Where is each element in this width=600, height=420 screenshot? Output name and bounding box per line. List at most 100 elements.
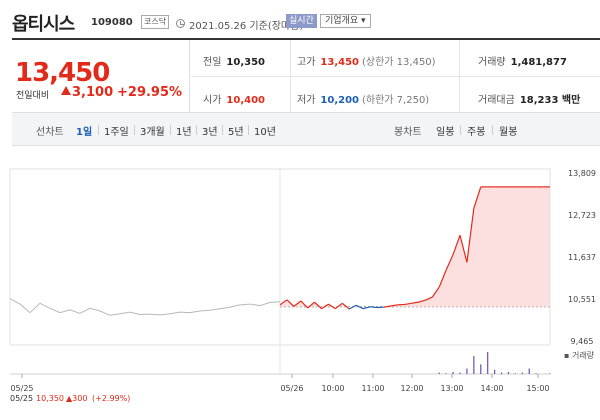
x-tick-label: 15:00 <box>526 384 549 393</box>
legend-change: ▲300 <box>66 394 87 403</box>
volume-bar <box>466 368 468 374</box>
prev-day-line <box>9 298 281 316</box>
period-1w[interactable]: 1주일 <box>104 127 129 138</box>
volume-bar <box>507 371 510 374</box>
today-line-segment <box>286 299 295 307</box>
volume-bar <box>521 372 523 374</box>
period-divider <box>248 125 249 135</box>
clock-icon <box>176 19 185 28</box>
compare-label: 전일대비 <box>16 91 50 101</box>
today-line-segment <box>425 296 433 301</box>
today-line-segment <box>404 302 412 306</box>
stat-trade-value: 거래대금 18,233 백만 <box>478 95 581 106</box>
volume-bar <box>500 372 503 374</box>
x-tick-label: 10:00 <box>321 384 344 393</box>
change-rate: +29.95% <box>117 85 183 100</box>
today-line-segment <box>473 186 482 209</box>
quote-date: 2021.05.26 기준(장마감) <box>189 21 304 32</box>
volume-bar <box>494 369 496 374</box>
period-3m[interactable]: 3개월 <box>140 127 165 138</box>
x-tick-label: 05/25 <box>10 384 33 393</box>
stat-open: 시가 10,400 <box>203 95 265 106</box>
today-line-segment <box>459 235 468 263</box>
volume-legend: ▪ 거래량 <box>564 350 595 360</box>
chart-axis-labels: 13,809 12,723 11,637 10,551 9,465 05/25 05/26 1… <box>10 169 596 393</box>
today-line-segment <box>335 302 343 310</box>
volume-bar <box>514 373 516 374</box>
current-price: 13,450 <box>15 58 110 88</box>
today-line-segment <box>300 300 309 309</box>
period-bar: 선차트 1일 1주일 3개월 1년 3년 5년 10년 봉차트 일봉 주봉 월봉 <box>12 112 600 146</box>
volume-bar <box>487 352 489 374</box>
price-box: 13,450 전일대비 3,100 +29.95% <box>12 40 190 112</box>
company-overview-dropdown[interactable]: 기업개요 ▾ <box>320 14 371 28</box>
market-badge: 코스닥 <box>141 15 170 29</box>
x-tick-label: 14:00 <box>480 384 503 393</box>
price-lines <box>9 186 550 316</box>
y-tick-label: 10,551 <box>568 295 596 304</box>
today-line-segment <box>383 305 391 308</box>
period-3y[interactable]: 3년 <box>202 127 218 138</box>
today-line-segment <box>293 300 302 307</box>
x-tick-label: 12:00 <box>400 384 423 393</box>
period-divider <box>98 125 99 135</box>
price-change: 3,100 <box>72 85 114 100</box>
today-line-segment <box>279 299 288 306</box>
legend-close: 10,350 <box>36 394 64 403</box>
y-tick-label: 13,809 <box>568 169 596 178</box>
up-fill <box>280 186 550 307</box>
y-tick-label: 11,637 <box>568 253 596 262</box>
volume-bar <box>535 373 537 374</box>
up-arrow-icon <box>61 86 71 95</box>
today-line-segment <box>369 306 377 309</box>
x-tick-label: 13:00 <box>440 384 463 393</box>
today-line-segment <box>418 299 426 303</box>
volume-bar <box>473 356 475 374</box>
today-line-segment <box>452 235 461 255</box>
volume-bar <box>452 371 454 374</box>
today-line-segment <box>328 303 336 310</box>
period-divider <box>222 125 223 135</box>
today-line-segment <box>348 304 357 310</box>
stat-volume: 거래량 1,481,877 <box>478 57 567 68</box>
period-divider <box>196 125 197 135</box>
header-divider <box>12 38 600 40</box>
candle-weekly[interactable]: 주봉 <box>467 127 486 138</box>
period-5y[interactable]: 5년 <box>228 127 244 138</box>
volume-bar <box>438 372 440 374</box>
stat-high: 고가 13,450 (상한가 13,450) <box>297 57 436 68</box>
stock-header: 옵티시스 109080 코스닥 2021.05.26 기준(장마감) 실시간 기… <box>0 0 600 38</box>
today-line-segment <box>438 269 447 288</box>
period-1y[interactable]: 1년 <box>176 127 192 138</box>
stats-divider <box>191 76 600 77</box>
price-fill-area <box>280 186 550 307</box>
volume-bars <box>438 352 551 374</box>
realtime-button[interactable]: 실시간 <box>286 14 317 28</box>
candle-daily[interactable]: 일봉 <box>436 127 455 138</box>
line-chart-label: 선차트 <box>36 127 64 138</box>
stat-prev-close: 전일 10,350 <box>203 57 265 68</box>
today-line-segment <box>362 306 371 310</box>
period-10y[interactable]: 10년 <box>254 127 276 138</box>
stock-code: 109080 <box>91 17 133 28</box>
today-line-segment <box>307 301 316 309</box>
today-line-segment <box>314 301 322 310</box>
legend-rate: (+2.99%) <box>92 394 130 403</box>
x-tick-label: 05/26 <box>280 384 303 393</box>
period-divider <box>134 125 135 135</box>
volume-bar <box>528 368 530 374</box>
volume-bar <box>459 372 461 374</box>
today-line-segment <box>411 301 419 304</box>
volume-bar <box>445 373 447 374</box>
period-1d[interactable]: 1일 <box>76 127 93 138</box>
period-divider <box>170 125 171 135</box>
stat-low: 저가 10,200 (하한가 7,250) <box>297 95 430 106</box>
today-line-segment <box>445 254 454 271</box>
today-line-segment <box>466 208 475 263</box>
candle-monthly[interactable]: 월봉 <box>499 127 518 138</box>
period-divider <box>492 125 493 135</box>
candle-chart-label: 봉차트 <box>394 127 422 138</box>
price-chart: 13,809 12,723 11,637 10,551 9,465 05/25 05/26 1… <box>9 168 596 403</box>
volume-bar <box>549 373 551 374</box>
today-line-segment <box>355 304 364 310</box>
